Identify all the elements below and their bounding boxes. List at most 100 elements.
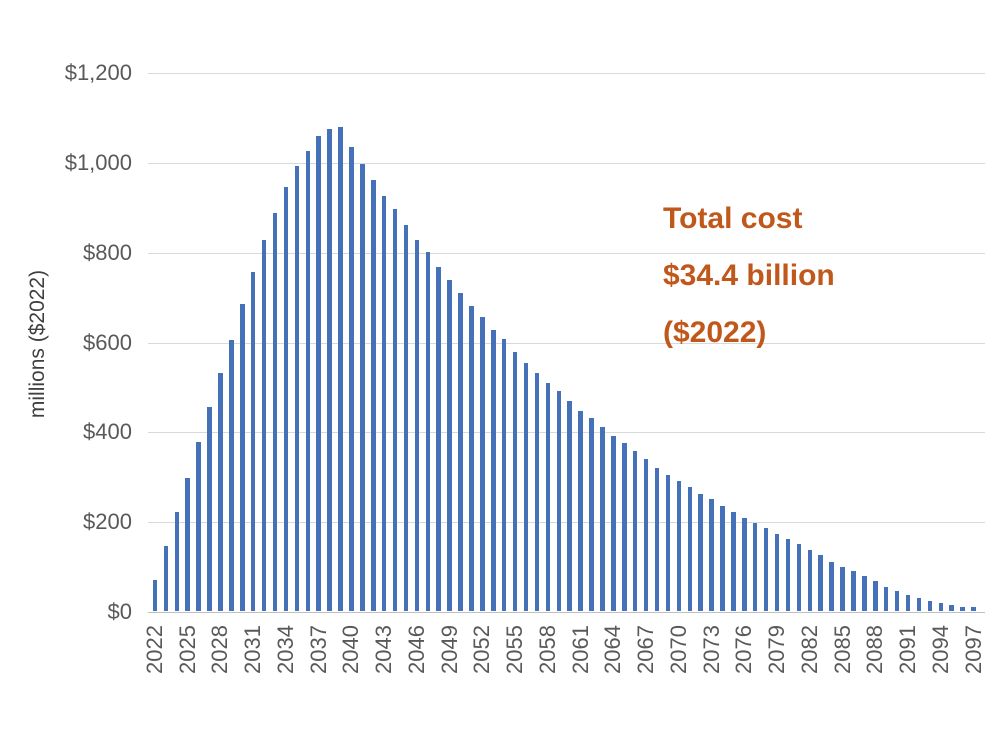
x-tick-label: 2097 [960,625,986,674]
x-tick-label: 2061 [567,625,593,674]
bar-2048 [436,266,441,611]
bar-2079 [774,533,780,611]
x-tick-label: 2079 [764,625,790,674]
bar-2094 [938,602,943,611]
bar-2023 [163,546,169,611]
bar-2058 [545,382,551,611]
bar-2082 [807,549,813,611]
bar-2050 [458,293,463,611]
x-tick-label: 2082 [796,625,822,674]
total-cost-annotation: Total cost $34.4 billion ($2022) [663,190,835,361]
y-tick-label: $400 [83,419,132,445]
bar-2078 [763,528,769,611]
x-tick-label: 2052 [469,625,495,674]
x-tick-label: 2076 [731,625,757,674]
y-tick-label: $800 [83,239,132,265]
bar-2066 [632,451,638,611]
bar-2037 [316,135,321,611]
x-tick-label: 2055 [502,625,528,674]
bar-2032 [261,240,267,611]
annotation-line-2: $34.4 billion [663,259,835,292]
y-tick-label: $0 [107,599,132,624]
gridline [148,342,985,344]
bar-2081 [796,544,802,611]
bar-2040 [349,146,354,611]
x-tick-label: 2037 [305,625,331,674]
x-tick-label: 2049 [436,625,462,674]
x-tick-label: 2034 [272,625,298,674]
bar-2095 [949,604,954,611]
y-tick-label: $200 [83,509,132,535]
x-tick-label: 2046 [403,625,429,674]
bar-2036 [305,150,311,611]
bar-2035 [294,166,300,611]
bar-2075 [731,512,736,611]
bar-2064 [611,435,616,611]
plot-area [148,73,985,613]
x-tick-label: 2028 [207,625,233,674]
bar-2071 [687,487,692,611]
bar-2065 [622,442,627,611]
bar-2097 [971,607,976,611]
bar-2044 [392,208,398,611]
x-tick-label: 2094 [927,625,953,674]
gridline [148,522,985,524]
bar-2070 [676,480,682,611]
annotation-line-1: Total cost [663,202,803,235]
x-tick-label: 2040 [338,625,364,674]
bar-2056 [523,362,529,611]
bar-2090 [894,591,900,611]
bar-2034 [283,186,289,611]
bar-2085 [840,566,845,611]
bar-2096 [960,606,965,611]
bar-2080 [785,538,791,611]
x-tick-label: 2085 [829,625,855,674]
bar-2069 [665,474,671,611]
bar-2045 [403,224,409,611]
bar-2049 [447,280,452,611]
bar-2029 [229,339,234,611]
bar-2092 [916,597,922,611]
bar-2057 [534,372,540,611]
bar-2060 [567,401,572,611]
bar-2030 [240,304,245,611]
bar-2062 [589,418,594,611]
bar-2027 [207,406,212,611]
bar-2052 [480,316,485,611]
bar-2088 [873,580,878,611]
bar-2022 [152,579,158,611]
bar-2059 [556,390,562,611]
bar-2042 [371,179,376,611]
gridline [148,73,985,74]
bar-2038 [327,129,332,611]
bar-2091 [905,595,911,611]
bar-2031 [250,271,256,611]
bar-2026 [196,441,201,611]
gridline [148,162,985,164]
bar-2087 [862,576,867,611]
bar-2089 [883,587,889,611]
bar-2051 [469,306,474,611]
bar-2076 [742,517,747,611]
y-tick-label: $600 [83,329,132,355]
bar-2041 [360,164,365,611]
bar-2084 [829,562,834,611]
bar-2063 [600,427,605,611]
bar-2055 [512,351,518,611]
bar-2086 [851,570,856,611]
x-tick-label: 2058 [534,625,560,674]
bar-2025 [185,477,190,611]
bar-2068 [654,467,660,611]
y-tick-label: $1,000 [64,149,132,175]
bar-2046 [414,240,420,611]
bar-2061 [578,411,583,611]
bar-2077 [752,522,758,611]
bar-2067 [643,459,649,611]
bar-2072 [698,494,703,611]
bar-2083 [818,555,823,611]
x-tick-label: 2091 [895,625,921,674]
gridline [148,432,985,434]
annotation-line-3: ($2022) [663,316,767,349]
x-tick-label: 2067 [633,625,659,674]
